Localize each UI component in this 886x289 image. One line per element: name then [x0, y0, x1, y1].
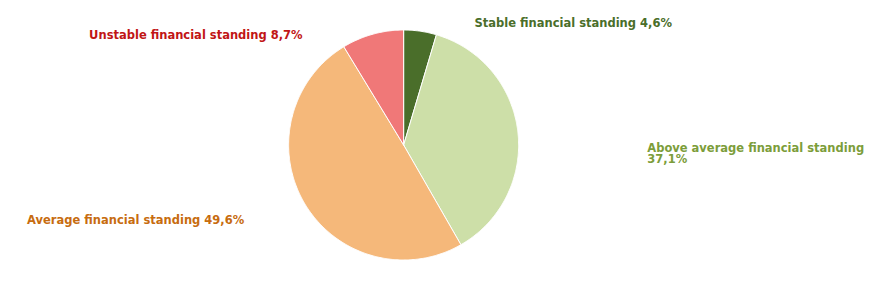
- svg-text:Unstable financial standing 8,: Unstable financial standing 8,7%: [89, 28, 303, 42]
- svg-text:Stable financial standing 4,6%: Stable financial standing 4,6%: [475, 16, 673, 30]
- svg-text:Above average financial standi: Above average financial standing37,1%: [647, 141, 864, 167]
- svg-text:Average financial standing 49,: Average financial standing 49,6%: [27, 213, 245, 227]
